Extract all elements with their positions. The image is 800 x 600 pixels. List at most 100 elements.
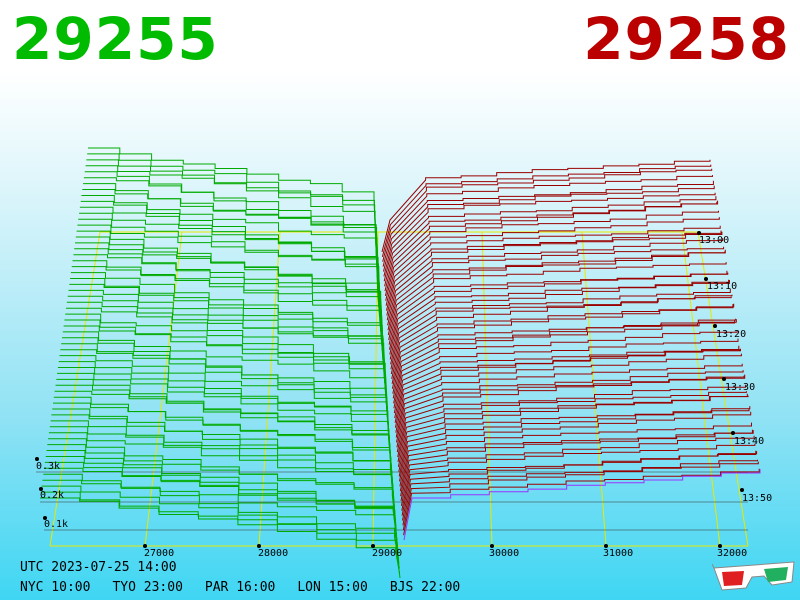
bid-price: 29255: [12, 5, 219, 73]
price-tick-27000: 27000: [144, 548, 174, 559]
bid-depth-line: [46, 450, 398, 541]
bid-depth-line: [79, 212, 383, 351]
bid-depth-line: [77, 224, 384, 360]
bid-depth-line: [74, 248, 385, 379]
bid-depth-line: [47, 444, 398, 536]
ask-depth-line: [400, 429, 753, 497]
ask-depth-line: [403, 468, 760, 536]
ask-depth-line: [394, 348, 741, 428]
ask-depth-line: [384, 200, 719, 297]
ask-depth-line: [393, 330, 738, 409]
ask-depth-line: [393, 319, 737, 404]
ask-depth-line: [387, 251, 725, 336]
ask-depth-line: [398, 395, 749, 472]
volume-axis: 0.1k 0.2k 0.3k: [35, 457, 68, 530]
gridline-32000: [681, 231, 721, 547]
bid-depth-line: [53, 402, 395, 503]
time-tick-mark-13:30: [722, 377, 726, 381]
bid-depth-line: [55, 384, 394, 488]
bid-depth-line: [66, 301, 389, 422]
ask-depth-line: [381, 164, 712, 258]
bid-depth-line: [40, 497, 401, 579]
bid-depth-line: [57, 367, 393, 474]
ask-depth-line: [394, 345, 740, 419]
bid-depth-line: [44, 461, 399, 550]
ask-depth-line: [386, 225, 721, 311]
ask-depth-line: [400, 435, 755, 506]
price-axis: 27000 28000 29000 30000 31000 32000: [144, 548, 747, 559]
time-tick-mark-13:20: [713, 324, 717, 328]
ask-depth-line: [382, 175, 713, 267]
ask-depth-line: [387, 238, 724, 326]
bid-depth-line: [72, 260, 386, 389]
bid-depth-line: [48, 432, 397, 526]
ask-depth-line: [401, 450, 757, 516]
green-lens: [764, 567, 788, 582]
time-tick-13:50: 13:50: [742, 493, 772, 504]
price-tick-mark-32000: [718, 544, 722, 548]
bid-depth-line: [82, 189, 382, 332]
ask-depth-line: [392, 318, 736, 399]
ask-depth-line: [383, 180, 714, 272]
bid-depth-line: [75, 236, 385, 370]
ask-depth-line: [385, 210, 719, 301]
ask-depth-line: [402, 459, 758, 526]
ask-depth-line: [397, 391, 747, 462]
price-tick-mark-28000: [257, 544, 261, 548]
bid-depth-line: [59, 355, 392, 465]
price-tick-mark-31000: [604, 544, 608, 548]
bid-depth-line: [44, 467, 399, 555]
bid-depth-line: [88, 147, 379, 299]
ask-depth-line: [389, 279, 730, 360]
price-tick-mark-30000: [490, 544, 494, 548]
ask-depth-line: [396, 370, 744, 443]
ask-depth-line: [391, 304, 734, 384]
ask-depth-line: [399, 411, 752, 487]
3d-glasses-icon[interactable]: [712, 558, 796, 594]
volume-tick-mark-0.3k: [35, 457, 39, 461]
red-lens: [722, 571, 744, 586]
bid-depth-line: [85, 165, 380, 313]
floor-right-edge: [697, 231, 749, 547]
price-tick-32000: 32000: [717, 548, 747, 559]
world-clocks: NYC 10:00 TYO 23:00 PAR 16:00 LON 15:00 BJS …: [20, 580, 482, 596]
bid-depth-line: [41, 485, 400, 569]
ask-depth-line: [395, 363, 743, 438]
time-tick-13:10: 13:10: [707, 281, 737, 292]
ask-depth-line: [399, 406, 751, 482]
price-tick-mark-29000: [371, 544, 375, 548]
ask-price: 29258: [583, 5, 790, 73]
bid-depth-line: [57, 372, 393, 479]
price-tick-31000: 31000: [603, 548, 633, 559]
ask-depth-line: [391, 294, 733, 380]
ask-depth-line: [396, 375, 745, 448]
volume-tick-0.1k: 0.1k: [44, 519, 68, 530]
ask-depth-line: [384, 196, 717, 287]
gridline-27000: [144, 231, 183, 547]
ask-depth-line: [400, 430, 754, 501]
ask-depth-line: [386, 230, 722, 316]
bid-depth-line: [58, 361, 392, 469]
ask-depth-line: [402, 451, 758, 521]
ask-depth-curves: [381, 159, 761, 541]
ask-depth-line: [390, 288, 731, 370]
bid-depth-line: [40, 491, 401, 574]
ask-depth-line: [382, 168, 713, 262]
time-tick-13:00: 13:00: [699, 235, 729, 246]
bid-depth-line: [81, 195, 382, 337]
bid-depth-line: [60, 349, 392, 460]
bid-depth-line: [79, 206, 383, 346]
clock-lon: LON 15:00: [297, 580, 368, 595]
bid-depth-line: [63, 325, 390, 441]
time-tick-mark-13:10: [704, 277, 708, 281]
gridline-31000: [581, 231, 607, 547]
ask-depth-line: [383, 192, 716, 282]
price-tick-28000: 28000: [258, 548, 288, 559]
volume-tick-mark-0.2k: [39, 487, 43, 491]
volume-tick-mark-0.1k: [43, 516, 47, 520]
ask-depth-line: [390, 280, 730, 365]
ask-depth-line: [403, 469, 761, 541]
time-tick-mark-13:00: [697, 231, 701, 235]
clock-nyc: NYC 10:00: [20, 580, 91, 595]
